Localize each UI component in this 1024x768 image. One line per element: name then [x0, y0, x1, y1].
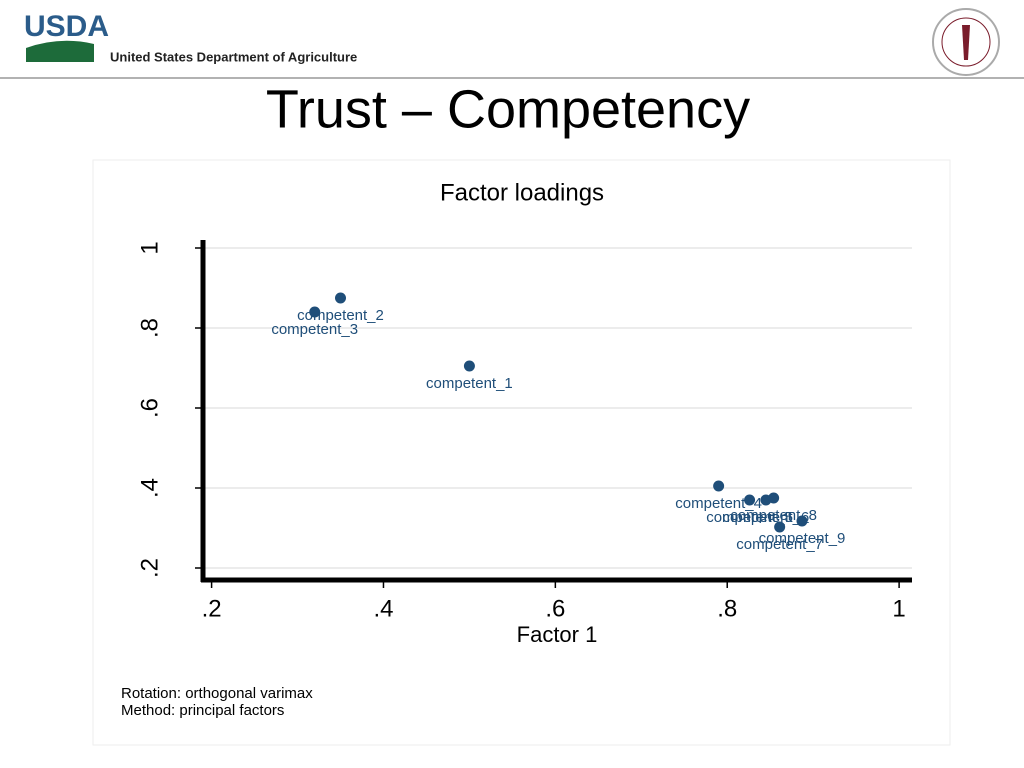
point-label: competent_6 — [723, 509, 810, 526]
seal-inner — [941, 17, 991, 67]
point — [796, 515, 808, 527]
point — [768, 492, 780, 504]
point-label: competent_1 — [426, 375, 513, 392]
x-axis-label: Factor 1 — [517, 622, 598, 647]
x-tick-label: .4 — [373, 595, 393, 622]
x-tick-label: 1 — [892, 595, 905, 622]
point-label: competent_8 — [730, 507, 817, 524]
slide-title: Trust – Competency — [266, 79, 750, 139]
y-tick-label: .6 — [136, 398, 163, 418]
point-label: competent_4 — [675, 495, 762, 512]
agency-name: United States Department of Agriculture — [110, 49, 357, 64]
point — [774, 521, 786, 533]
y-tick-label: .4 — [136, 478, 163, 498]
point — [463, 360, 475, 372]
note: Method: principal factors — [121, 702, 284, 719]
note: Rotation: orthogonal varimax — [121, 685, 313, 702]
point — [335, 292, 347, 304]
y-tick-label: 1 — [136, 241, 163, 254]
point-label: competent_9 — [759, 530, 846, 547]
y-tick-label: .8 — [136, 318, 163, 338]
point — [309, 306, 321, 318]
logo-swoosh — [26, 40, 94, 62]
point — [744, 494, 756, 506]
chart-title: Factor loadings — [440, 179, 604, 206]
point-label: competent_5 — [706, 509, 793, 526]
point — [713, 480, 725, 492]
point-label: competent_7 — [736, 536, 823, 553]
chart-frame — [92, 159, 951, 746]
x-tick-label: .8 — [717, 595, 737, 622]
point-label: competent_3 — [271, 321, 358, 338]
seal-emblem — [962, 25, 970, 60]
y-tick-label: .2 — [136, 558, 163, 578]
x-tick-label: .6 — [545, 595, 565, 622]
x-tick-label: .2 — [202, 595, 222, 622]
logo: USDA — [24, 10, 109, 43]
